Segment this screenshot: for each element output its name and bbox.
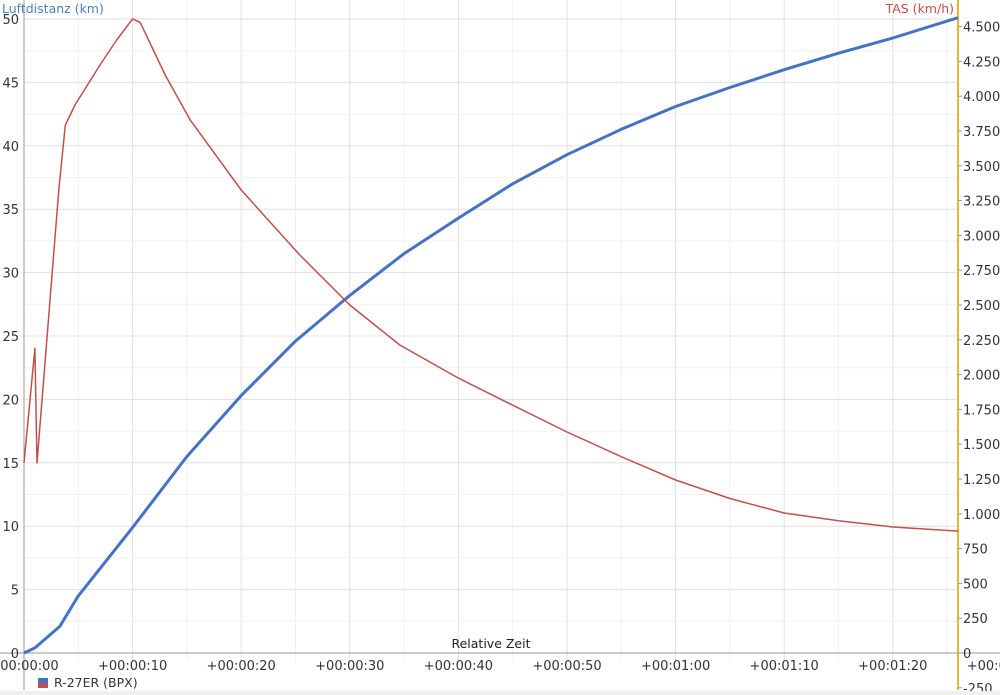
right-tick-label: 3.500 (963, 160, 1000, 175)
right-tick-label: 750 (963, 543, 988, 558)
footer-bar (0, 691, 1000, 695)
series-layer (23, 16, 959, 655)
left-tick-label: 45 (2, 76, 19, 91)
legend[interactable]: R-27ER (BPX) (38, 675, 138, 690)
right-tick-label: 2.500 (963, 299, 1000, 314)
right-tick-label: 4.250 (963, 55, 1000, 70)
left-tick-label: 30 (2, 267, 19, 282)
x-tick-label: +00:01:00 (641, 659, 710, 674)
left-tick-label: 0 (11, 647, 19, 662)
right-tick-label: 2.000 (963, 369, 1000, 384)
right-tick-label: 3.250 (963, 195, 1000, 210)
x-tick-label: +00:01:10 (750, 659, 819, 674)
grid (23, 0, 958, 662)
right-axis-title: TAS (km/h) (885, 1, 954, 16)
x-axis-title: Relative Zeit (451, 636, 530, 651)
right-tick-label: 2.750 (963, 264, 1000, 279)
left-tick-label: 10 (2, 520, 19, 535)
x-tick-label: +00:00:20 (207, 659, 276, 674)
series-line-tas (23, 18, 959, 532)
right-tick-label: 1.500 (963, 438, 1000, 453)
right-tick-label: 2.250 (963, 334, 1000, 349)
right-tick-label: 1.250 (963, 473, 1000, 488)
legend-swatch (38, 677, 48, 688)
left-tick-label: 5 (11, 584, 19, 599)
left-tick-label: 35 (2, 203, 19, 218)
left-axis-title: Luftdistanz (km) (2, 1, 104, 16)
right-tick-label: 4.000 (963, 90, 1000, 105)
right-tick-label: 500 (963, 577, 988, 592)
series-line-luftdistanz (23, 16, 959, 655)
x-tick-label: +00:01:20 (858, 659, 927, 674)
right-tick-label: 3.000 (963, 229, 1000, 244)
legend-label: R-27ER (BPX) (54, 675, 138, 690)
x-tick-label: +00:00:00 (0, 659, 59, 674)
left-tick-label: 15 (2, 457, 19, 472)
left-tick-label: 25 (2, 330, 19, 345)
x-tick-label: +00:00:40 (424, 659, 493, 674)
right-tick-label: 1.000 (963, 508, 1000, 523)
left-tick-label: 40 (2, 140, 19, 155)
x-tick-label: +00:00:10 (98, 659, 167, 674)
right-tick-label: 1.750 (963, 403, 1000, 418)
right-tick-label: 4.500 (963, 21, 1000, 36)
right-tick-label: 250 (963, 612, 988, 627)
x-tick-label: +00:00:50 (532, 659, 601, 674)
x-tick-label: +00:00:30 (315, 659, 384, 674)
x-tick-label: +00:01:30 (967, 659, 1000, 674)
left-tick-label: 50 (2, 13, 19, 28)
left-tick-label: 20 (2, 393, 19, 408)
right-tick-label: 3.750 (963, 125, 1000, 140)
right-tick-label: 0 (963, 647, 971, 662)
